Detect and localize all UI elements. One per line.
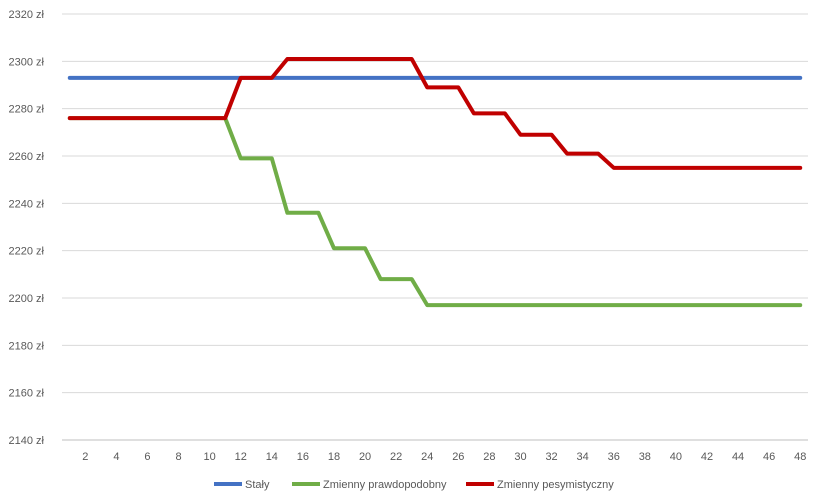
x-tick-label: 8: [176, 451, 182, 463]
x-tick-label: 46: [763, 451, 775, 463]
y-tick-label: 2320 zł: [9, 9, 45, 21]
x-tick-label: 22: [390, 451, 402, 463]
x-tick-label: 44: [732, 451, 744, 463]
x-tick-label: 4: [113, 451, 119, 463]
x-tick-label: 14: [266, 451, 278, 463]
x-axis-ticks: 2 4 6 8 10 12 14 16 18 20 22 24 26 28 30 32 34 36 38 40 42 44…: [82, 451, 806, 463]
x-tick-label: 18: [328, 451, 340, 463]
legend: Stały Zmienny prawdopodobny Zmienny pesymi…: [214, 479, 614, 491]
series-line-2: [67, 116, 803, 308]
legend-label: Stały: [245, 479, 270, 491]
x-tick-label: 26: [452, 451, 464, 463]
y-axis-ticks: 2140 zł 2160 zł 2180 zł 2200 zł 2220 zł 2240 …: [9, 9, 45, 447]
x-tick-label: 10: [204, 451, 216, 463]
x-tick-label: 20: [359, 451, 371, 463]
y-tick-label: 2180 zł: [9, 340, 45, 352]
legend-label: Zmienny pesymistyczny: [497, 479, 614, 491]
x-tick-label: 36: [608, 451, 620, 463]
y-tick-label: 2300 zł: [9, 56, 45, 68]
y-tick-label: 2260 zł: [9, 151, 45, 163]
x-tick-label: 6: [144, 451, 150, 463]
x-tick-label: 30: [514, 451, 526, 463]
x-tick-label: 12: [235, 451, 247, 463]
x-tick-label: 2: [82, 451, 88, 463]
series-lines: [67, 56, 803, 308]
x-tick-label: 24: [421, 451, 433, 463]
x-tick-label: 34: [577, 451, 589, 463]
x-tick-label: 40: [670, 451, 682, 463]
y-tick-label: 2220 zł: [9, 246, 45, 258]
x-tick-label: 32: [545, 451, 557, 463]
y-tick-label: 2240 zł: [9, 198, 45, 210]
y-tick-label: 2160 zł: [9, 388, 45, 400]
gridlines: [62, 13, 808, 441]
x-tick-label: 48: [794, 451, 806, 463]
legend-label: Zmienny prawdopodobny: [323, 479, 447, 491]
y-tick-label: 2280 zł: [9, 104, 45, 116]
x-tick-label: 16: [297, 451, 309, 463]
x-tick-label: 38: [639, 451, 651, 463]
y-tick-label: 2200 zł: [9, 293, 45, 305]
series-line-3: [67, 56, 803, 170]
x-tick-label: 42: [701, 451, 713, 463]
y-tick-label: 2140 zł: [9, 435, 45, 447]
x-tick-label: 28: [483, 451, 495, 463]
